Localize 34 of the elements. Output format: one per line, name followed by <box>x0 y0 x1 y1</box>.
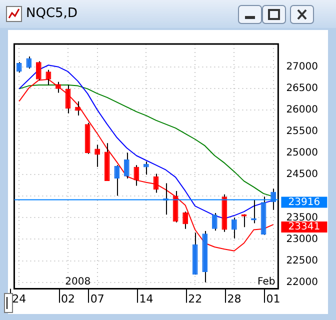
x-tick-label: 02 <box>60 292 75 306</box>
ref-line-label: 23916 <box>288 196 320 208</box>
x-tick-label: 22 <box>188 292 202 306</box>
y-tick-label: 27000 <box>286 61 318 72</box>
y-tick-label: 26000 <box>286 104 318 116</box>
candlestick <box>114 164 120 196</box>
candlestick <box>26 56 32 70</box>
candlestick <box>75 100 80 116</box>
y-tick-label: 25500 <box>286 126 318 138</box>
x-tick-label: 24 <box>12 292 26 306</box>
candlestick <box>134 164 140 186</box>
y-tick-label: 24500 <box>286 169 318 180</box>
candlestick <box>124 152 130 179</box>
candlestick <box>16 62 22 73</box>
x-tick-label: 01 <box>266 292 280 306</box>
candlestick <box>232 217 237 239</box>
data-label: 23341 <box>288 222 320 233</box>
x-tick-label: 07 <box>90 292 104 306</box>
y-tick-label: 26500 <box>286 82 318 94</box>
candlestick <box>56 81 61 94</box>
candlestick <box>144 161 149 176</box>
y-tick-label: 25000 <box>286 148 318 159</box>
annotation: Feb <box>257 276 276 288</box>
chart-title: NQC5,D <box>26 6 78 21</box>
annotation: 2008 <box>65 276 91 288</box>
y-tick-label: 22500 <box>286 255 318 266</box>
y-tick-label: 23500 <box>286 212 318 224</box>
y-tick-label: 23000 <box>286 234 318 245</box>
candlestick <box>212 212 218 232</box>
candlestick <box>94 144 100 168</box>
y-tick-label: 22000 <box>286 276 318 288</box>
candlestick <box>182 211 188 230</box>
x-tick-label: 14 <box>139 292 154 306</box>
x-tick-label: 28 <box>227 292 242 306</box>
